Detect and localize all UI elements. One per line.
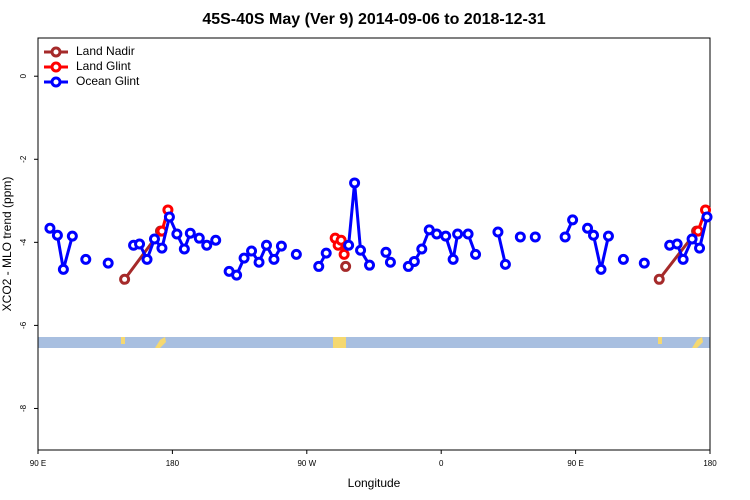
data-point [231,269,243,281]
y-tick-label: -6 [19,321,28,329]
data-point [617,253,629,265]
legend-marker [50,61,62,73]
data-point [80,253,92,265]
data-point [364,259,376,271]
data-point [102,257,114,269]
land-mask [38,337,710,348]
data-point [119,273,131,285]
legend-label: Land Nadir [76,44,135,58]
x-tick-label: 90 W [297,459,316,468]
data-point [470,248,482,260]
x-tick-label: 0 [439,459,444,468]
x-tick-label: 90 E [567,459,583,468]
data-point [210,234,222,246]
data-point [529,231,541,243]
data-point [275,240,287,252]
data-point [238,252,250,264]
data-point [440,230,452,242]
data-point [51,229,63,241]
data-point [431,228,443,240]
data-point [677,253,689,265]
data-point [355,244,367,256]
data-point [260,239,272,251]
data-point [452,228,464,240]
data-point [57,263,69,275]
data-point [156,242,168,254]
data-point [653,273,665,285]
data-point [148,233,160,245]
data-point [134,238,146,250]
data-point [193,232,205,244]
y-tick-label: -4 [19,238,28,246]
data-point [44,222,56,234]
data-point [602,230,614,242]
legend-label: Land Glint [76,59,131,73]
data-point [201,239,213,251]
data-point [313,260,325,272]
y-tick-label: -8 [19,404,28,412]
data-point [559,231,571,243]
data-point [66,230,78,242]
legend-marker [50,46,62,58]
x-tick-label: 180 [166,459,180,468]
legend-label: Ocean Glint [76,74,140,88]
data-point [171,228,183,240]
data-point [671,238,683,250]
x-tick-label: 90 E [30,459,46,468]
data-point [343,239,355,251]
chart-title: 45S-40S May (Ver 9) 2014-09-06 to 2018-1… [202,11,545,28]
y-axis-label: XCO2 - MLO trend (ppm) [0,177,14,312]
data-point [588,229,600,241]
x-tick-label: 180 [703,459,717,468]
data-point [694,242,706,254]
data-point [290,248,302,260]
data-point [335,234,347,246]
data-point [567,214,579,226]
y-tick-label: -2 [19,155,28,163]
plot-frame [37,37,711,451]
data-point [416,243,428,255]
data-point [686,233,698,245]
data-point [340,260,352,272]
data-point [338,248,350,260]
data-point [384,256,396,268]
data-point [320,247,332,259]
data-point [595,263,607,275]
y-tick-label: 0 [19,73,28,78]
data-point [178,243,190,255]
data-point [253,256,265,268]
data-point [499,258,511,270]
data-point [380,246,392,258]
data-point [246,245,258,257]
data-point [408,255,420,267]
data-point [701,211,713,223]
data-point [514,231,526,243]
data-point [349,177,361,189]
data-point [492,226,504,238]
data-point [163,211,175,223]
data-point [462,228,474,240]
data-point [582,222,594,234]
data-point [141,253,153,265]
data-point [638,257,650,269]
legend-marker [50,76,62,88]
data-point [184,227,196,239]
data-point [447,253,459,265]
data-point [692,225,704,237]
data-point [268,253,280,265]
x-axis-label: Longitude [348,476,401,490]
